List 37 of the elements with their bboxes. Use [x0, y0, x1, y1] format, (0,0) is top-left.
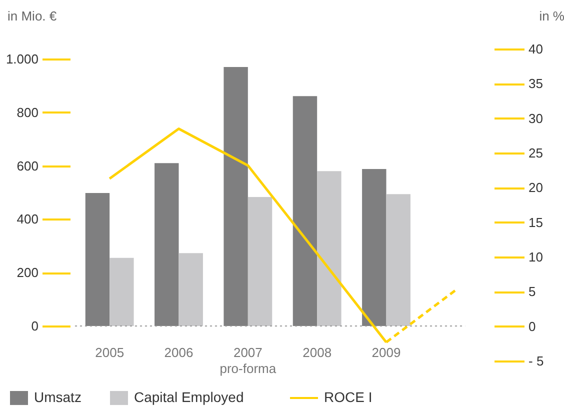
y2-tick-label: 0	[528, 318, 536, 334]
y2-tick-label: 20	[528, 180, 543, 196]
bar	[224, 67, 248, 326]
legend-label: ROCE I	[324, 389, 372, 405]
y2-tick-label: 15	[528, 214, 543, 230]
bar	[317, 171, 342, 326]
x-tick-label: 2007	[233, 345, 262, 360]
y2-tick-label: 40	[528, 42, 543, 56]
x-tick-label: 2008	[302, 345, 332, 360]
bar	[386, 194, 410, 326]
bar	[248, 197, 272, 326]
bar	[154, 163, 179, 326]
y-tick-label: 1.000	[6, 52, 38, 66]
y-tick-label: 400	[16, 212, 38, 227]
y2-tick-label: 30	[528, 110, 543, 126]
y2-axis-title: in %	[539, 8, 564, 24]
legend-label: Umsatz	[34, 389, 82, 405]
x-tick-label: 2005	[95, 345, 124, 360]
y2-tick-label: 10	[528, 250, 543, 264]
bar	[85, 193, 110, 326]
y2-tick-label: 25	[528, 146, 543, 160]
y-tick-label: 800	[16, 104, 38, 120]
x-tick-label: 2006	[164, 345, 194, 360]
x-tick-label: 2009	[372, 345, 401, 360]
bar	[292, 96, 318, 326]
text: pro-forma	[220, 361, 277, 376]
y-tick-label: 600	[16, 158, 38, 174]
bar	[110, 258, 134, 326]
legend-label: Capital Employed	[134, 389, 244, 405]
y2-tick-label: 5	[528, 284, 536, 300]
y-tick-label: 200	[16, 265, 38, 280]
y2-tick-label: 35	[528, 76, 543, 92]
y-tick-label: 0	[31, 318, 38, 334]
bar	[362, 169, 386, 326]
y2-tick-label: - 5	[528, 354, 544, 368]
y-axis-title: in Mio. €	[8, 8, 58, 24]
bar	[178, 253, 203, 326]
